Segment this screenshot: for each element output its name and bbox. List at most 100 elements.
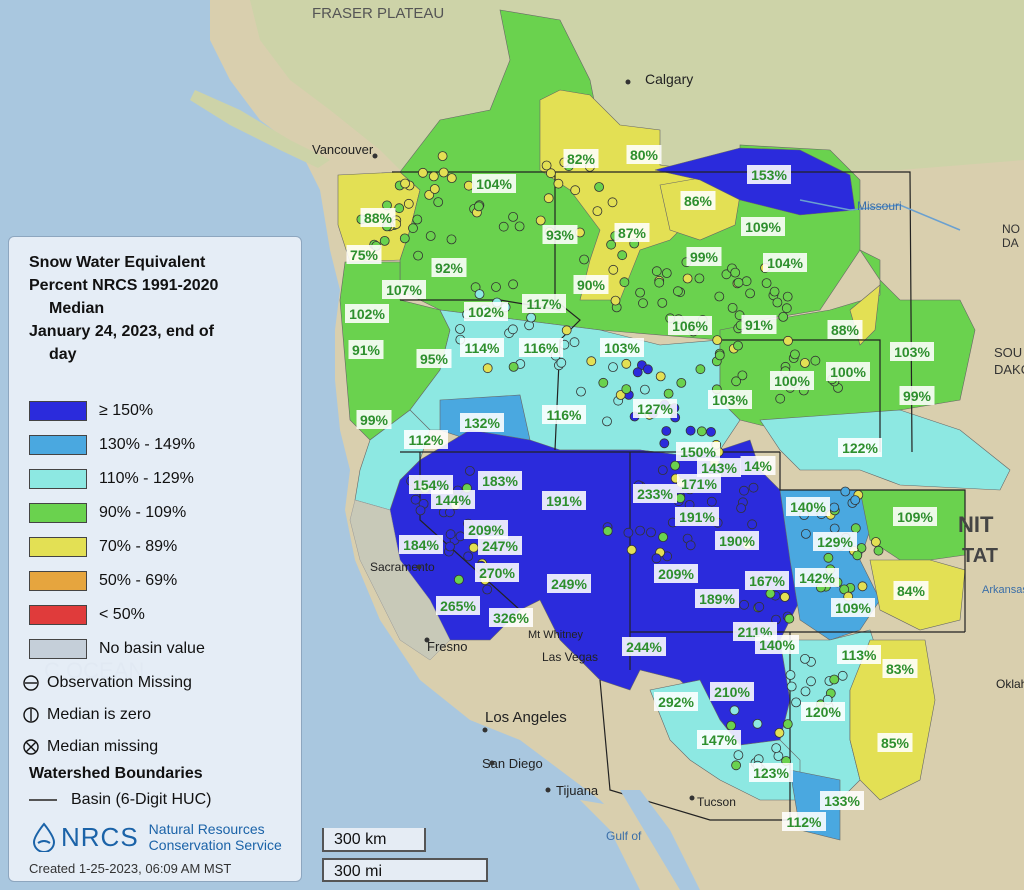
basin-percent-label[interactable]: 86% bbox=[684, 193, 713, 209]
basin-percent-label[interactable]: 104% bbox=[476, 176, 512, 192]
basin-percent-label[interactable]: 91% bbox=[352, 342, 381, 358]
basin-percent-label[interactable]: 144% bbox=[435, 492, 471, 508]
station-marker[interactable] bbox=[608, 362, 618, 373]
station-marker[interactable] bbox=[761, 278, 772, 289]
station-marker[interactable] bbox=[696, 426, 707, 437]
station-marker[interactable] bbox=[445, 541, 455, 552]
station-marker[interactable] bbox=[850, 523, 861, 534]
station-marker[interactable] bbox=[424, 189, 435, 200]
station-marker[interactable] bbox=[514, 221, 525, 232]
station-marker[interactable] bbox=[437, 151, 448, 162]
basin-percent-label[interactable]: 100% bbox=[774, 373, 810, 389]
station-marker[interactable] bbox=[473, 201, 484, 212]
basin-percent-label[interactable]: 167% bbox=[749, 573, 785, 589]
basin-percent-label[interactable]: 91% bbox=[745, 317, 774, 333]
station-marker[interactable] bbox=[399, 233, 410, 244]
basin-percent-label[interactable]: 93% bbox=[546, 227, 575, 243]
station-marker[interactable] bbox=[463, 551, 474, 562]
station-marker[interactable] bbox=[415, 505, 426, 516]
station-marker[interactable] bbox=[541, 160, 552, 171]
basin-percent-label[interactable]: 132% bbox=[464, 415, 500, 431]
station-marker[interactable] bbox=[685, 540, 696, 551]
station-marker[interactable] bbox=[576, 386, 586, 397]
basin-percent-label[interactable]: 142% bbox=[799, 570, 835, 586]
station-marker[interactable] bbox=[553, 178, 564, 189]
station-marker[interactable] bbox=[657, 465, 668, 476]
station-marker[interactable] bbox=[621, 358, 632, 369]
station-marker[interactable] bbox=[654, 277, 665, 288]
station-marker[interactable] bbox=[594, 182, 604, 192]
station-marker[interactable] bbox=[508, 361, 519, 372]
basin-percent-label[interactable]: 80% bbox=[630, 147, 659, 163]
station-marker[interactable] bbox=[651, 266, 662, 277]
station-marker[interactable] bbox=[602, 416, 612, 427]
basin-percent-label[interactable]: 210% bbox=[714, 684, 750, 700]
station-marker[interactable] bbox=[769, 286, 780, 297]
basin-percent-label[interactable]: 140% bbox=[759, 637, 795, 653]
station-marker[interactable] bbox=[806, 676, 816, 687]
station-marker[interactable] bbox=[408, 223, 418, 234]
station-marker[interactable] bbox=[745, 288, 755, 299]
station-marker[interactable] bbox=[733, 340, 743, 351]
station-marker[interactable] bbox=[800, 654, 810, 664]
station-marker[interactable] bbox=[491, 282, 501, 292]
station-marker[interactable] bbox=[659, 438, 670, 449]
station-marker[interactable] bbox=[561, 325, 572, 336]
basin-percent-label[interactable]: 209% bbox=[658, 566, 694, 582]
basin-percent-label[interactable]: 123% bbox=[753, 765, 789, 781]
basin-percent-label[interactable]: 103% bbox=[712, 392, 748, 408]
station-marker[interactable] bbox=[773, 751, 784, 761]
station-marker[interactable] bbox=[579, 254, 589, 265]
station-marker[interactable] bbox=[823, 552, 834, 563]
station-marker[interactable] bbox=[714, 350, 725, 361]
basin-percent-label[interactable]: 84% bbox=[897, 583, 926, 599]
station-marker[interactable] bbox=[790, 349, 800, 360]
basin-percent-label[interactable]: 133% bbox=[824, 793, 860, 809]
basin-percent-label[interactable]: 129% bbox=[817, 534, 853, 550]
station-marker[interactable] bbox=[729, 705, 740, 716]
station-marker[interactable] bbox=[739, 599, 749, 610]
station-marker[interactable] bbox=[412, 214, 423, 225]
station-marker[interactable] bbox=[379, 235, 390, 246]
station-marker[interactable] bbox=[446, 234, 457, 245]
basin-percent-label[interactable]: 112% bbox=[408, 432, 444, 448]
basin-percent-label[interactable]: 109% bbox=[745, 219, 781, 235]
station-marker[interactable] bbox=[626, 545, 637, 555]
station-marker[interactable] bbox=[635, 287, 645, 298]
station-marker[interactable] bbox=[617, 250, 628, 261]
station-marker[interactable] bbox=[464, 465, 475, 476]
station-marker[interactable] bbox=[670, 460, 680, 471]
basin-percent-label[interactable]: 189% bbox=[699, 591, 735, 607]
basin-percent-label[interactable]: 90% bbox=[577, 277, 606, 293]
basin-percent-label[interactable]: 292% bbox=[658, 694, 694, 710]
station-marker[interactable] bbox=[829, 674, 840, 685]
station-marker[interactable] bbox=[784, 613, 795, 624]
station-marker[interactable] bbox=[455, 324, 465, 334]
station-marker[interactable] bbox=[782, 719, 793, 729]
station-marker[interactable] bbox=[706, 496, 717, 507]
station-marker[interactable] bbox=[607, 197, 618, 208]
basin-percent-label[interactable]: 103% bbox=[894, 344, 930, 360]
station-marker[interactable] bbox=[474, 289, 485, 300]
station-marker[interactable] bbox=[655, 371, 666, 382]
station-marker[interactable] bbox=[754, 601, 765, 612]
basin-percent-label[interactable]: 83% bbox=[886, 661, 915, 677]
basin-percent-label[interactable]: 191% bbox=[546, 493, 582, 509]
basin-percent-label[interactable]: 209% bbox=[468, 522, 504, 538]
basin-percent-label[interactable]: 150% bbox=[680, 444, 716, 460]
station-marker[interactable] bbox=[850, 495, 861, 506]
basin-percent-label[interactable]: 153% bbox=[751, 167, 787, 183]
station-marker[interactable] bbox=[737, 370, 748, 381]
basin-percent-label[interactable]: 103% bbox=[604, 340, 640, 356]
basin-pecos[interactable] bbox=[849, 639, 936, 801]
basin-percent-label[interactable]: 99% bbox=[690, 249, 719, 265]
station-marker[interactable] bbox=[871, 537, 881, 547]
station-marker[interactable] bbox=[598, 377, 609, 388]
station-marker[interactable] bbox=[608, 264, 619, 275]
basin-percent-label[interactable]: 184% bbox=[403, 537, 439, 553]
station-marker[interactable] bbox=[791, 697, 801, 708]
station-marker[interactable] bbox=[741, 276, 752, 287]
station-marker[interactable] bbox=[730, 267, 741, 278]
station-marker[interactable] bbox=[786, 681, 797, 692]
